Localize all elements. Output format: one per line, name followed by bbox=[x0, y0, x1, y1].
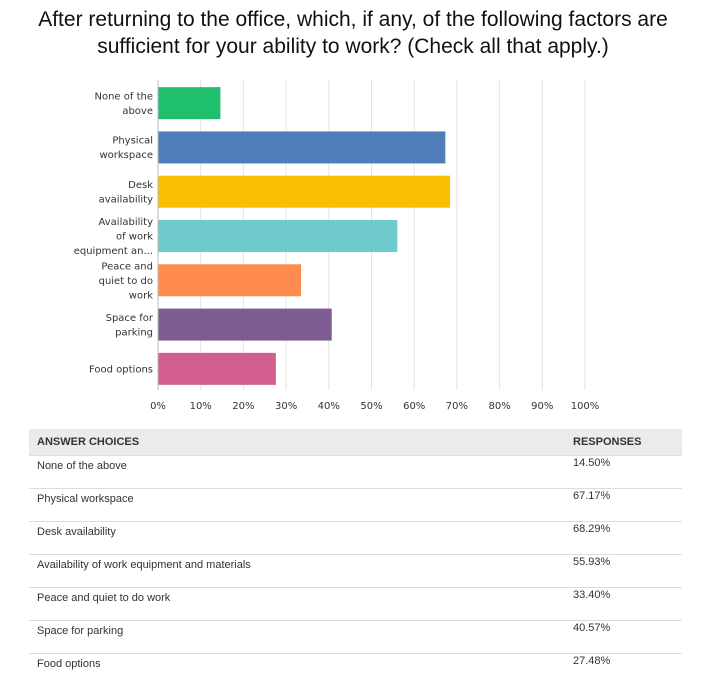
category-label: Physical bbox=[112, 136, 153, 147]
bar bbox=[159, 353, 276, 385]
category-label: parking bbox=[115, 327, 153, 338]
answer-choice-cell: None of the above bbox=[29, 456, 561, 489]
responses-table: ANSWER CHOICES RESPONSES None of the abo… bbox=[29, 429, 682, 686]
response-cell: 55.93% bbox=[561, 555, 682, 588]
category-label: None of the bbox=[95, 91, 154, 102]
answer-choice-cell: Food options bbox=[29, 654, 561, 686]
category-label: of work bbox=[116, 232, 153, 243]
bar bbox=[159, 87, 221, 119]
bar bbox=[159, 309, 332, 341]
x-tick-label: 0% bbox=[150, 401, 166, 412]
x-tick-label: 30% bbox=[275, 401, 297, 412]
bar bbox=[159, 220, 398, 252]
bar bbox=[159, 264, 302, 296]
answer-choice-cell: Space for parking bbox=[29, 621, 561, 654]
answer-choice-cell: Physical workspace bbox=[29, 489, 561, 522]
response-cell: 33.40% bbox=[561, 588, 682, 621]
table-row: Availability of work equipment and mater… bbox=[29, 555, 682, 588]
response-cell: 14.50% bbox=[561, 456, 682, 489]
bar bbox=[159, 176, 451, 208]
category-label: equipment an... bbox=[74, 246, 153, 257]
x-tick-label: 40% bbox=[318, 401, 340, 412]
response-cell: 27.48% bbox=[561, 654, 682, 686]
x-tick-label: 80% bbox=[488, 401, 510, 412]
header-answer-choices: ANSWER CHOICES bbox=[29, 429, 561, 456]
x-tick-label: 70% bbox=[446, 401, 468, 412]
response-cell: 68.29% bbox=[561, 522, 682, 555]
header-responses: RESPONSES bbox=[561, 429, 682, 456]
category-label: Space for bbox=[106, 313, 154, 324]
answer-choice-cell: Desk availability bbox=[29, 522, 561, 555]
category-label: availability bbox=[99, 194, 153, 205]
x-tick-label: 90% bbox=[531, 401, 553, 412]
category-label: Desk bbox=[128, 180, 153, 191]
category-label: workspace bbox=[99, 150, 153, 161]
x-tick-label: 50% bbox=[360, 401, 382, 412]
category-label: Food options bbox=[89, 364, 153, 375]
x-tick-label: 20% bbox=[232, 401, 254, 412]
category-label: work bbox=[129, 290, 153, 301]
answer-choice-cell: Availability of work equipment and mater… bbox=[29, 555, 561, 588]
bar bbox=[159, 131, 446, 163]
category-label: Peace and bbox=[101, 261, 153, 272]
category-label: Availability bbox=[98, 217, 153, 228]
answer-choice-cell: Peace and quiet to do work bbox=[29, 588, 561, 621]
x-tick-label: 60% bbox=[403, 401, 425, 412]
x-tick-label: 10% bbox=[190, 401, 212, 412]
response-cell: 40.57% bbox=[561, 621, 682, 654]
category-label: above bbox=[122, 106, 153, 117]
x-tick-label: 100% bbox=[571, 401, 600, 412]
category-label: quiet to do bbox=[99, 276, 153, 287]
bar-chart: 0% 10% 20% 30% 40% 50% 60% 70% 80% 90% 100% None of… bbox=[0, 0, 706, 420]
response-cell: 67.17% bbox=[561, 489, 682, 522]
table-header-row: ANSWER CHOICES RESPONSES bbox=[29, 429, 682, 456]
